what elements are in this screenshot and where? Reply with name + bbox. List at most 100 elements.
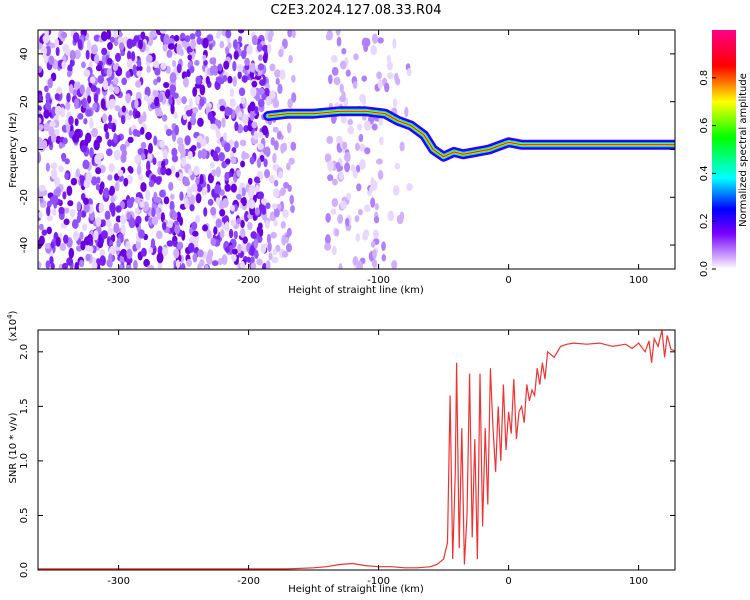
spectrogram-cell bbox=[230, 156, 237, 165]
spectrogram-cell bbox=[197, 117, 204, 127]
spectrogram-cell bbox=[166, 49, 173, 58]
spectrogram-cell bbox=[174, 224, 181, 235]
spectrogram-cell bbox=[50, 72, 57, 82]
spectrogram-cell bbox=[355, 164, 361, 173]
spectrogram-cell bbox=[54, 38, 60, 48]
spectrogram-cell bbox=[206, 254, 213, 265]
spectrogram-cell bbox=[73, 98, 79, 110]
spectrogram-cell bbox=[167, 43, 175, 50]
spectrogram-cell bbox=[256, 158, 262, 169]
spectrogram-cell bbox=[180, 262, 186, 269]
spectrogram-cell bbox=[126, 50, 132, 61]
spectrogram-cell bbox=[406, 182, 413, 192]
spectrogram-cell bbox=[356, 260, 363, 269]
spectrogram-cell bbox=[108, 189, 115, 196]
spectrogram-cell bbox=[66, 70, 72, 78]
spectrogram-cell bbox=[96, 176, 101, 184]
spectrogram-y-label: Frequency (Hz) bbox=[8, 112, 19, 188]
spectrogram-cell bbox=[239, 139, 247, 147]
spectrogram-cell bbox=[115, 205, 122, 213]
spectrogram-cell bbox=[125, 70, 131, 79]
spectrogram-cell bbox=[138, 229, 145, 239]
spectrogram-cell bbox=[86, 86, 91, 98]
spectrogram-cell bbox=[224, 183, 231, 192]
spectrogram-cell bbox=[357, 123, 362, 131]
spectrogram-cell bbox=[406, 68, 412, 77]
spectrogram-cell bbox=[99, 255, 107, 267]
spectrogram-cell bbox=[58, 165, 64, 173]
spectrogram-cell bbox=[68, 115, 74, 126]
spectrogram-cell bbox=[195, 176, 200, 185]
spectrogram-cell bbox=[261, 125, 269, 136]
spectrogram-cell bbox=[230, 204, 236, 212]
spectrogram-cell bbox=[394, 72, 399, 83]
snr-line bbox=[38, 330, 675, 570]
spectrogram-cell bbox=[249, 70, 255, 79]
spectrogram-cell bbox=[77, 113, 84, 120]
y-tick-label: 40 bbox=[19, 48, 30, 61]
spectrogram-cell bbox=[83, 118, 88, 125]
spectrogram-cell bbox=[85, 49, 90, 60]
spectrogram-cell bbox=[108, 163, 115, 173]
spectrogram-cell bbox=[377, 37, 384, 44]
spectrogram-cell bbox=[136, 70, 142, 77]
snr-x-label: Height of straight line (km) bbox=[288, 584, 424, 595]
spectrogram-cell bbox=[42, 139, 48, 150]
spectrogram-cell bbox=[215, 131, 221, 139]
spectrogram-cell bbox=[112, 77, 119, 85]
colorbar-tick-label: 0.2 bbox=[699, 213, 710, 229]
spectrogram-cell bbox=[199, 97, 205, 107]
spectrogram-cell bbox=[231, 248, 239, 255]
spectrogram-cell bbox=[229, 88, 235, 98]
spectrogram-cell bbox=[344, 217, 350, 227]
spectrogram-cell bbox=[269, 90, 276, 100]
spectrogram-cell bbox=[264, 146, 271, 158]
spectrogram-cell bbox=[210, 237, 217, 247]
spectrogram-cell bbox=[149, 30, 157, 38]
spectrogram-cell bbox=[68, 247, 75, 259]
spectrogram-cell bbox=[357, 208, 363, 216]
spectrogram-cell bbox=[140, 141, 147, 150]
spectrogram-cell bbox=[126, 38, 134, 50]
spectrogram-cell bbox=[151, 216, 159, 226]
spectrogram-cell bbox=[392, 98, 398, 108]
spectrogram-cell bbox=[109, 84, 114, 93]
spectrogram-cell bbox=[234, 121, 239, 132]
spectrogram-cell bbox=[100, 31, 108, 42]
spectrogram-cell bbox=[160, 62, 167, 70]
spectrogram-cell bbox=[199, 174, 204, 185]
spectrogram-cell bbox=[250, 231, 257, 239]
y-tick-label: 2.0 bbox=[19, 344, 30, 360]
spectrogram-cell bbox=[160, 212, 165, 223]
spectrogram-cell bbox=[176, 43, 182, 55]
spectrogram-cell bbox=[55, 236, 61, 247]
spectrogram-cell bbox=[215, 218, 222, 228]
spectrogram-cell bbox=[291, 30, 296, 39]
spectrogram-cell bbox=[240, 160, 246, 168]
spectrogram-cell bbox=[97, 75, 105, 84]
spectrogram-cell bbox=[92, 102, 98, 111]
snr-series bbox=[38, 330, 675, 570]
spectrogram-cell bbox=[341, 48, 347, 55]
spectrogram-cell bbox=[150, 238, 156, 250]
spectrogram-cell bbox=[38, 139, 44, 149]
spectrogram-cell bbox=[113, 173, 120, 181]
spectrogram-cell bbox=[334, 228, 340, 237]
spectrogram-cell bbox=[45, 92, 51, 102]
colorbar-tick-label: 0.8 bbox=[699, 70, 710, 86]
spectrogram-cell bbox=[156, 252, 164, 264]
spectrogram-cell bbox=[98, 202, 105, 214]
spectrogram-cell bbox=[38, 261, 42, 269]
spectrogram-cell bbox=[85, 109, 93, 117]
spectrogram-cell bbox=[375, 158, 383, 165]
spectrogram-cell bbox=[336, 36, 342, 47]
spectrogram-cell bbox=[237, 63, 244, 73]
spectrogram-cell bbox=[265, 96, 272, 106]
x-tick-label: -300 bbox=[107, 275, 130, 286]
spectrogram-cell bbox=[219, 105, 226, 112]
spectrogram-cell bbox=[280, 143, 285, 154]
spectrogram-cell bbox=[118, 42, 125, 51]
spectrogram-cell bbox=[38, 184, 46, 192]
spectrogram-cell bbox=[38, 94, 44, 103]
spectrogram-cell bbox=[359, 159, 366, 170]
